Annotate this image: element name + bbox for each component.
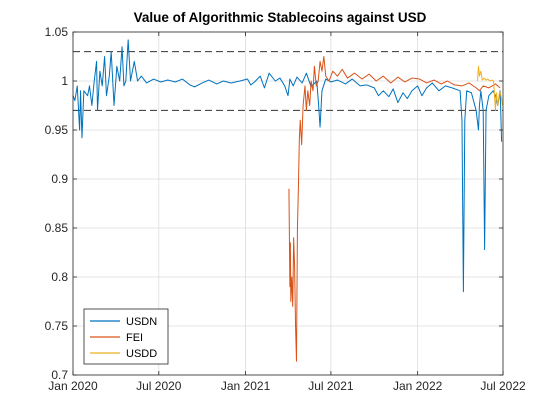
y-tick-label: 0.85 — [45, 221, 69, 235]
x-tick-label: Jan 2022 — [393, 379, 443, 393]
series-lines — [72, 39, 504, 362]
x-tick-label: Jul 2022 — [480, 379, 526, 393]
reference-lines — [73, 51, 503, 111]
axes-frame — [72, 31, 504, 376]
chart-title: Value of Algorithmic Stablecoins against… — [134, 10, 427, 25]
legend-label-usdn: USDN — [126, 316, 157, 328]
tick-labels: Jan 2020 Jul 2020 Jan 2021 Jul 2021 Jan 2022… — [45, 25, 526, 393]
y-tick-label: 0.9 — [51, 172, 68, 186]
x-tick-label: Jan 2020 — [48, 379, 98, 393]
legend-label-usdd: USDD — [126, 348, 157, 360]
y-tick-label: 0.75 — [45, 319, 69, 333]
legend-label-fei: FEI — [126, 332, 143, 344]
y-tick-label: 1.05 — [45, 25, 69, 39]
series-line-usdd — [477, 65, 504, 111]
x-tick-label: Jul 2021 — [308, 379, 354, 393]
x-tick-label: Jan 2021 — [221, 379, 271, 393]
y-tick-label: 1 — [61, 74, 68, 88]
series-line-fei — [288, 56, 501, 362]
series-line-usdn — [72, 39, 503, 293]
legend: USDN FEI USDD — [83, 308, 169, 365]
x-tick-label: Jul 2020 — [136, 379, 182, 393]
y-tick-label: 0.8 — [51, 270, 68, 284]
y-tick-label: 0.95 — [45, 123, 69, 137]
y-tick-label: 0.7 — [51, 368, 68, 382]
